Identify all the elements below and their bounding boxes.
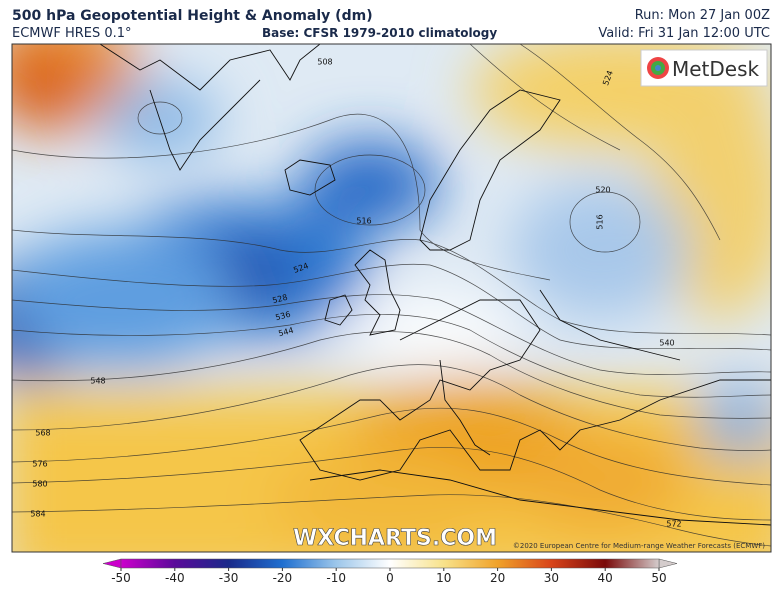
contours	[12, 44, 771, 547]
colorbar	[120, 558, 660, 569]
coastlines	[99, 44, 771, 526]
contour-label: 540	[659, 339, 674, 348]
colorbar-tick-label: 30	[544, 571, 559, 585]
run: Run: Mon 27 Jan 00Z	[634, 8, 770, 23]
colorbar-tick-label: 0	[386, 571, 394, 585]
contour-label: 536	[274, 310, 291, 323]
contour-label: 516	[596, 214, 605, 229]
colorbar-min-arrow	[102, 558, 122, 569]
contour-label: 516	[356, 217, 371, 226]
colorbar-tick-label: -40	[165, 571, 185, 585]
logo-text: MetDesk	[672, 57, 760, 81]
contour-label: 544	[277, 326, 294, 339]
model: ECMWF HRES 0.1°	[12, 26, 132, 41]
contour-label: 576	[32, 460, 47, 469]
colorbar-tick-label: 40	[598, 571, 613, 585]
title: 500 hPa Geopotential Height & Anomaly (d…	[12, 8, 373, 24]
contour-label: 572	[666, 520, 681, 529]
watermark: WXCHARTS.COM	[293, 526, 497, 551]
logo-icon	[647, 57, 669, 79]
colorbar-tick-label: -30	[219, 571, 239, 585]
colorbar-tick-label: 50	[651, 571, 666, 585]
copyright: ©2020 European Centre for Medium-range W…	[513, 542, 765, 550]
contour-label: 508	[317, 58, 332, 67]
contour-label: 520	[595, 186, 610, 195]
contour-label: 528	[271, 293, 288, 306]
map-frame	[11, 43, 772, 553]
colorbar-tick-label: -50	[111, 571, 131, 585]
contour-label: 580	[32, 480, 47, 489]
base: Base: CFSR 1979-2010 climatology	[262, 26, 498, 40]
contour-label: 584	[30, 510, 45, 519]
colorbar-tick-label: 10	[436, 571, 451, 585]
map-field	[12, 44, 771, 552]
colorbar-tick-label: -20	[273, 571, 293, 585]
contour-label: 548	[90, 377, 105, 386]
colorbar-max-arrow	[658, 558, 678, 569]
contour-label: 568	[35, 429, 50, 438]
colorbar-tick-label: 20	[490, 571, 505, 585]
valid: Valid: Fri 31 Jan 12:00 UTC	[598, 26, 770, 41]
colorbar-tick-label: -10	[326, 571, 346, 585]
